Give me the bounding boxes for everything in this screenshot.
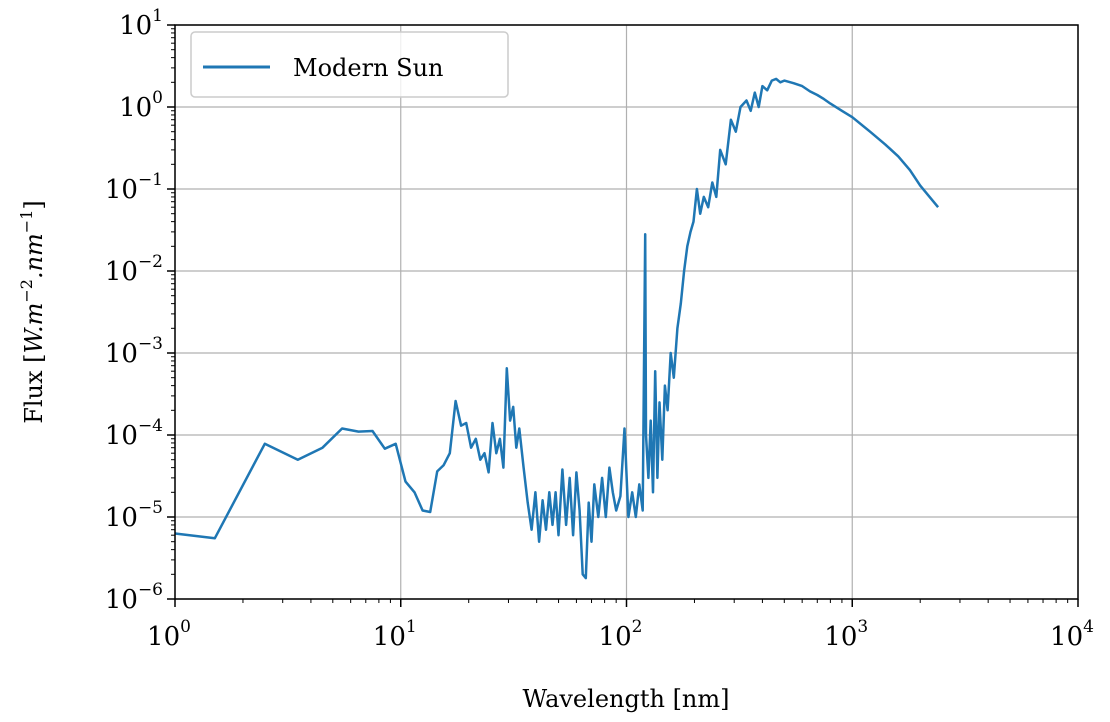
y-axis-label: Flux [W.m−2.nm−1]: [17, 200, 48, 424]
x-tick-base: 10: [147, 622, 180, 652]
legend-label: Modern Sun: [293, 54, 444, 82]
y-tick-exp: −2: [138, 252, 163, 272]
y-tick-base: 10: [105, 257, 138, 287]
x-tick-base: 10: [599, 622, 632, 652]
y-axis-label-exp2: −1: [17, 210, 36, 234]
x-axis-label: Wavelength [nm]: [522, 685, 729, 713]
y-tick-base: 10: [105, 503, 138, 533]
series-layer: [174, 77, 940, 580]
y-tick-base: 10: [119, 11, 152, 41]
y-tick-base: 10: [119, 93, 152, 123]
x-tick-label: 103: [824, 617, 868, 652]
x-tick-label: 104: [1050, 617, 1094, 652]
x-tick-exp: 2: [632, 617, 643, 637]
y-axis-label-math: W.m: [20, 303, 48, 354]
y-tick-exp: −1: [138, 170, 163, 190]
y-tick-exp: −6: [138, 580, 163, 600]
legend: Modern Sun: [190, 31, 509, 98]
y-tick-label: 10−3: [105, 334, 163, 369]
y-tick-base: 10: [105, 339, 138, 369]
y-axis-label-prefix: Flux [: [20, 353, 48, 423]
y-tick-exp: 1: [152, 6, 163, 26]
x-tick-exp: 0: [180, 617, 191, 637]
y-tick-exp: −4: [138, 416, 163, 436]
y-tick-label: 100: [119, 88, 163, 123]
x-tick-label: 102: [599, 617, 643, 652]
x-tick-label: 101: [373, 617, 417, 652]
y-tick-exp: 0: [152, 88, 163, 108]
y-tick-label: 10−4: [105, 416, 163, 451]
x-tick-label: 100: [147, 617, 191, 652]
series-line: [174, 77, 940, 580]
y-tick-label: 10−6: [105, 580, 163, 615]
x-tick-exp: 3: [857, 617, 868, 637]
plot-frame: [174, 24, 1079, 600]
x-tick-exp: 4: [1083, 617, 1094, 637]
y-axis-label-mid: .nm: [20, 233, 48, 279]
y-tick-exp: −5: [138, 498, 163, 518]
y-axis-label-suffix: ]: [20, 200, 48, 209]
y-tick-label: 10−2: [105, 252, 163, 287]
tick-labels: 100 101 102 103 10410110010−110−210−310−410−…: [105, 6, 1094, 652]
x-tick-base: 10: [373, 622, 406, 652]
y-tick-label: 10−1: [105, 170, 163, 205]
y-axis-label-text: Flux [W.m−2.nm−1]: [17, 200, 48, 424]
y-tick-base: 10: [105, 175, 138, 205]
grid-lines: [174, 24, 1079, 600]
y-tick-base: 10: [105, 585, 138, 615]
y-tick-exp: −3: [138, 334, 163, 354]
y-tick-label: 101: [119, 6, 163, 41]
x-tick-base: 10: [1050, 622, 1083, 652]
y-axis-label-exp1: −2: [17, 279, 36, 303]
x-tick-exp: 1: [406, 617, 417, 637]
legend-box: [190, 31, 509, 98]
y-tick-label: 10−5: [105, 498, 163, 533]
x-tick-base: 10: [824, 622, 857, 652]
y-tick-base: 10: [105, 421, 138, 451]
